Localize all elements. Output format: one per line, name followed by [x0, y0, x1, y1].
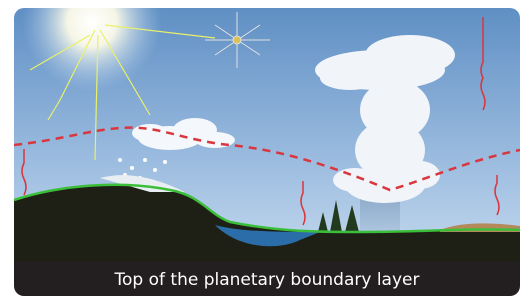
page: Top of the planetary boundary layer (() … — [0, 0, 529, 296]
scene: Top of the planetary boundary layer — [14, 0, 520, 296]
caption: Top of the planetary boundary layer — [114, 270, 420, 290]
illustration: Top of the planetary boundary layer — [0, 0, 529, 296]
